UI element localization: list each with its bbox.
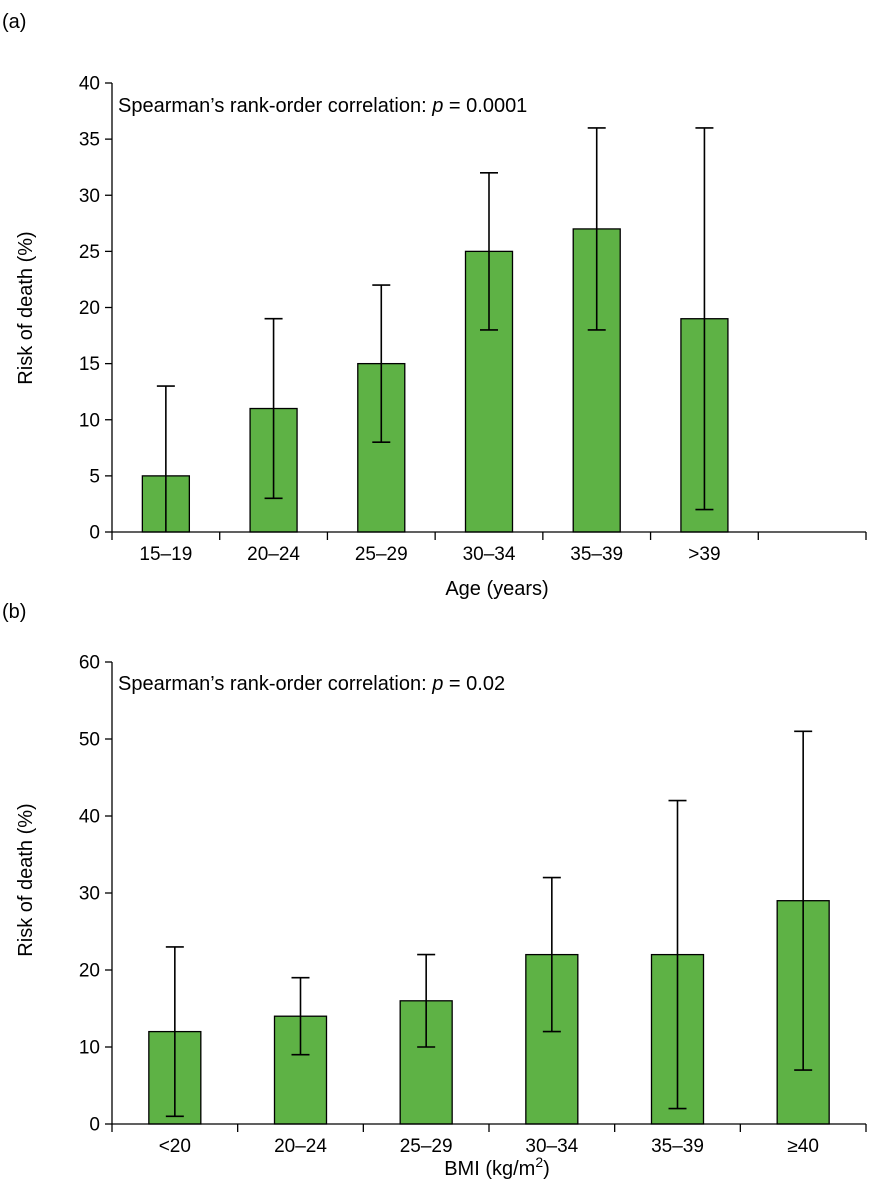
panel-a-y-tick-label-5: 25 [79, 242, 100, 263]
panel-b-y-tick-label-6: 60 [79, 653, 100, 674]
panel-b-label: (b) [2, 601, 26, 623]
panel-b-y-tick-label-5: 50 [79, 730, 100, 751]
panel-b-chart: (b) Spearman’s rank-order correlation: p… [2, 601, 867, 1180]
panel-a-x-tick-label-0: 15–19 [139, 544, 192, 565]
panel-b-x-tick-label-1: 20–24 [274, 1136, 327, 1157]
panel-b-y-tick-label-0: 0 [89, 1115, 100, 1136]
panel-b-x-tick-label-5: ≥40 [787, 1136, 819, 1157]
panel-a-y-tick-label-2: 10 [79, 410, 100, 431]
panel-a-x-tick-label-5: >39 [688, 544, 720, 565]
panel-b-x-axis-title: BMI (kg/m2) [444, 1154, 550, 1180]
panel-a-x-tick-label-1: 20–24 [247, 544, 300, 565]
panel-b-y-tick-label-3: 30 [79, 884, 100, 905]
panel-a-x-tick-label-4: 35–39 [570, 544, 623, 565]
panel-b-y-tick-label-2: 20 [79, 961, 100, 982]
panel-a-bar-3 [464, 250, 514, 533]
panel-a-y-tick-label-3: 15 [79, 354, 100, 375]
panel-b-x-tick-label-4: 35–39 [651, 1136, 704, 1157]
panel-b-correlation-annotation: Spearman’s rank-order correlation: p = 0… [118, 673, 505, 695]
panel-a-y-tick-label-7: 35 [79, 130, 100, 151]
panel-a-plot-area: 0 5 10 15 20 25 30 35 40 15–19 20–24 25–29 30–34 35–3… [79, 74, 867, 565]
panel-a-y-tick-label-1: 5 [89, 466, 100, 487]
panel-b-y-tick-label-1: 10 [79, 1038, 100, 1059]
panel-a-y-tick-label-0: 0 [89, 523, 100, 544]
panel-a-y-tick-label-8: 40 [79, 74, 100, 95]
panel-a-y-tick-label-6: 30 [79, 186, 100, 207]
panel-a-y-tick-label-4: 20 [79, 298, 100, 319]
panel-b-plot-area: 0 10 20 30 40 50 60 <20 20–24 25–29 30–34 35–39 ≥40 [79, 653, 867, 1157]
panel-a-label: (a) [2, 11, 26, 33]
panel-a-chart: (a) Spearman’s rank-order correlation: p… [2, 11, 867, 600]
panel-a-x-tick-label-2: 25–29 [355, 544, 408, 565]
panel-a-correlation-annotation: Spearman’s rank-order correlation: p = 0… [118, 95, 527, 117]
panel-b-bar-1 [273, 1015, 328, 1125]
panel-a-x-axis-title: Age (years) [445, 578, 548, 600]
panel-b-x-tick-label-3: 30–34 [525, 1136, 578, 1157]
panel-b-x-tick-label-2: 25–29 [400, 1136, 453, 1157]
panel-b-x-tick-label-0: <20 [159, 1136, 191, 1157]
panel-a-x-tick-label-3: 30–34 [463, 544, 516, 565]
panel-a-y-axis-title: Risk of death (%) [15, 231, 37, 384]
panel-b-y-tick-label-4: 40 [79, 807, 100, 828]
panel-b-y-axis-title: Risk of death (%) [15, 803, 37, 956]
